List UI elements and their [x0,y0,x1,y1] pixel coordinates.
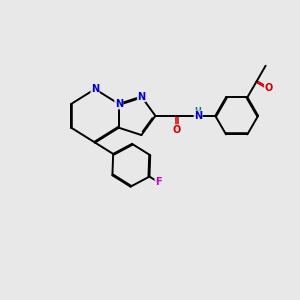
Text: N: N [91,84,99,94]
Text: N: N [115,99,123,109]
Text: F: F [155,177,162,187]
Text: N: N [137,92,146,102]
Text: H: H [195,107,202,116]
Text: N: N [194,111,202,121]
Text: O: O [264,83,273,94]
Text: O: O [173,125,181,135]
